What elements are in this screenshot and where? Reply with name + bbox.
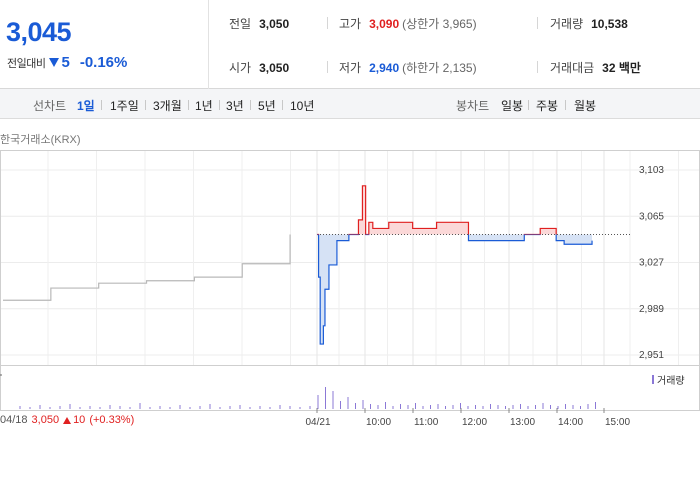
candle-chart-label: 봉차트 bbox=[456, 99, 490, 113]
prev-day-percent: (+0.33%) bbox=[89, 414, 135, 426]
down-arrow-icon bbox=[49, 58, 60, 67]
divider bbox=[282, 100, 283, 110]
up-area-fill bbox=[358, 185, 557, 235]
prev-close-label: 전일 bbox=[229, 17, 252, 31]
divider bbox=[101, 100, 102, 110]
prev-day-line bbox=[3, 234, 291, 301]
x-tick-label: 04/21 bbox=[305, 417, 330, 428]
x-tick-label: 13:00 bbox=[510, 417, 535, 428]
period-3m[interactable]: 3개월 bbox=[153, 99, 182, 113]
lower-limit: (하한가 2,135) bbox=[402, 61, 477, 75]
chart-fills bbox=[317, 185, 593, 345]
line-chart-label: 선차트 bbox=[33, 99, 67, 113]
chart-grid bbox=[1, 151, 699, 365]
y-tick-label: 3,103 bbox=[639, 165, 664, 176]
divider bbox=[327, 17, 328, 29]
chart-toolbar: 선차트 1일 1주일 3개월 1년 3년 5년 10년 봉차트 일봉 주봉 월봉 bbox=[0, 89, 700, 119]
open-stat: 시가 3,050 bbox=[229, 59, 289, 76]
volume-bars bbox=[0, 374, 596, 409]
prev-day-info: 04/18 3,050 10 (+0.33%) bbox=[0, 414, 134, 426]
period-5y[interactable]: 5년 bbox=[258, 99, 276, 113]
high-value: 3,090 bbox=[369, 17, 400, 31]
prev-day-price: 3,050 bbox=[31, 414, 60, 426]
chart-lines bbox=[3, 185, 632, 345]
today-line-up bbox=[317, 185, 557, 235]
volume-swatch bbox=[652, 375, 654, 384]
low-label: 저가 bbox=[339, 61, 362, 75]
change-percent: -0.16% bbox=[79, 54, 128, 71]
prev-close-value: 3,050 bbox=[259, 17, 290, 31]
period-3y[interactable]: 3년 bbox=[226, 99, 244, 113]
today-line-down bbox=[317, 234, 593, 345]
divider bbox=[250, 100, 251, 110]
volume-stat: 거래량 10,538 bbox=[550, 15, 628, 32]
volume-legend: 거래량 bbox=[652, 372, 685, 387]
x-tick-label: 10:00 bbox=[366, 417, 391, 428]
low-value: 2,940 bbox=[369, 61, 400, 75]
divider bbox=[188, 100, 189, 110]
period-1d[interactable]: 1일 bbox=[77, 99, 95, 113]
x-axis: 04/21 10:00 11:00 12:00 13:00 14:00 15:00 bbox=[305, 408, 630, 428]
open-label: 시가 bbox=[229, 61, 252, 75]
y-tick-label: 2,951 bbox=[639, 350, 664, 361]
price-summary: 3,045 전일대비 5 -0.16% 전일 3,050 고가 3,090 (상한가 … bbox=[0, 0, 700, 89]
upper-limit: (상한가 3,965) bbox=[402, 17, 477, 31]
divider bbox=[565, 100, 566, 110]
period-1y[interactable]: 1년 bbox=[195, 99, 213, 113]
change-label: 전일대비 bbox=[7, 57, 46, 70]
prev-close-stat: 전일 3,050 bbox=[229, 15, 289, 32]
divider bbox=[145, 100, 146, 110]
amount-stat: 거래대금 32 백만 bbox=[550, 59, 641, 76]
volume-value: 10,538 bbox=[591, 17, 628, 31]
high-label: 고가 bbox=[339, 17, 362, 31]
period-10y[interactable]: 10년 bbox=[290, 99, 315, 113]
x-tick-label: 12:00 bbox=[462, 417, 487, 428]
volume-label: 거래량 bbox=[550, 17, 584, 31]
change-amount: 5 bbox=[61, 54, 70, 71]
down-area-fill bbox=[317, 234, 593, 345]
change-row: 전일대비 5 -0.16% bbox=[7, 54, 127, 71]
y-tick-label: 3,027 bbox=[639, 258, 664, 269]
prev-day-date: 04/18 bbox=[0, 414, 28, 426]
divider bbox=[219, 100, 220, 110]
amount-label: 거래대금 bbox=[550, 61, 595, 75]
current-price: 3,045 bbox=[6, 17, 72, 47]
data-source: 한국거래소(KRX) bbox=[0, 134, 81, 146]
x-tick-label: 11:00 bbox=[414, 417, 439, 428]
price-plot-frame bbox=[0, 150, 700, 366]
divider bbox=[537, 61, 538, 73]
amount-value: 32 백만 bbox=[602, 61, 641, 75]
divider bbox=[528, 100, 529, 110]
y-tick-label: 3,065 bbox=[639, 211, 664, 222]
candle-weekly[interactable]: 주봉 bbox=[536, 99, 559, 113]
y-axis: 3,103 3,065 3,027 2,989 2,951 bbox=[639, 165, 664, 361]
low-stat: 저가 2,940 (하한가 2,135) bbox=[339, 59, 477, 76]
current-price-box: 3,045 전일대비 5 -0.16% bbox=[0, 0, 209, 89]
divider bbox=[537, 17, 538, 29]
up-arrow-icon bbox=[63, 416, 72, 424]
open-value: 3,050 bbox=[259, 61, 290, 75]
candle-monthly[interactable]: 월봉 bbox=[574, 99, 597, 113]
period-1w[interactable]: 1주일 bbox=[110, 99, 139, 113]
y-tick-label: 2,989 bbox=[639, 304, 664, 315]
x-tick-label: 14:00 bbox=[558, 417, 583, 428]
x-tick-label: 15:00 bbox=[605, 417, 630, 428]
high-stat: 고가 3,090 (상한가 3,965) bbox=[339, 15, 477, 32]
divider bbox=[327, 61, 328, 73]
volume-legend-label: 거래량 bbox=[657, 376, 685, 387]
prev-day-change: 10 bbox=[73, 414, 86, 426]
volume-plot-frame bbox=[0, 365, 700, 411]
candle-daily[interactable]: 일봉 bbox=[501, 99, 524, 113]
